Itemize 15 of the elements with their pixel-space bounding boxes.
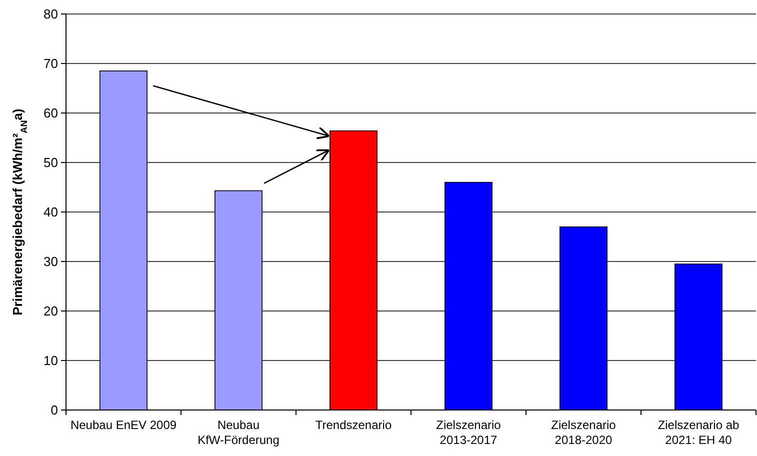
x-tick-label: Zielszenario ab 2021: EH 40 [658, 418, 740, 447]
x-tick-label: Neubau KfW-Förderung [198, 418, 280, 447]
y-tick-label: 10 [44, 353, 58, 368]
x-tick-label: Zielszenario 2018-2020 [551, 418, 616, 447]
x-tick-label: Trendszenario [315, 418, 392, 432]
x-tick-label: Neubau EnEV 2009 [70, 418, 177, 432]
y-tick-label: 30 [44, 254, 58, 270]
y-tick-label: 50 [44, 155, 58, 170]
y-tick-label: 20 [44, 304, 58, 319]
y-tick-label: 40 [44, 204, 58, 220]
y-tick-label: 60 [44, 106, 58, 121]
y-tick-label: 80 [44, 6, 58, 22]
y-tick-label: 70 [44, 56, 58, 72]
x-tick-label: Zielszenario 2013-2017 [436, 418, 502, 447]
y-tick-label: 0 [50, 402, 58, 418]
